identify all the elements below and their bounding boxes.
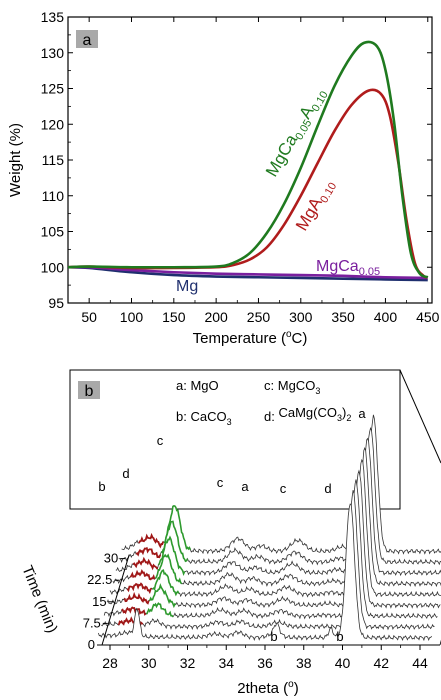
panel-a-ytick-label: 135 <box>41 9 65 25</box>
pattern-fill <box>112 448 441 591</box>
series-line-mgca005 <box>67 265 428 280</box>
panel-b-peak-letters: b d c c a c d a b b <box>98 406 366 644</box>
panel-a-xtick-label: 250 <box>247 309 271 325</box>
peak-letter-c-3: c <box>280 481 287 496</box>
panel-a-xtick-label: 150 <box>162 309 186 325</box>
legend-caco3: b: CaCO3 <box>176 409 232 427</box>
legend-camgco32: d: CaMg(CO3)2 <box>264 405 351 424</box>
xrd-pattern-dolomite-segment <box>126 582 153 595</box>
panel-a-label: a <box>83 32 92 49</box>
panel-b-axes: 28 30 32 34 36 38 40 42 44 0 7.5 15 22.5 30 <box>83 551 441 671</box>
panel-b-time-tick-label: 0 <box>88 637 95 652</box>
pattern-fill <box>118 428 441 570</box>
peak-letter-a-2: a <box>241 479 249 494</box>
panel-a-ytick-label: 95 <box>48 295 64 311</box>
panel-b-legend: a: MgO c: MgCO3 b: CaCO3 d: CaMg(CO3)2 <box>176 378 351 427</box>
peak-letter-c-main: c <box>157 433 164 448</box>
panel-b-xlabel: 2theta (o) <box>237 679 298 697</box>
panel-a-ylabel: Weight (%) <box>7 123 24 197</box>
panel-a-xtick-label: 200 <box>204 309 228 325</box>
panel-b-back-frame <box>69 369 401 510</box>
peak-letter-a-main: a <box>358 406 366 421</box>
peak-letter-c-2: c <box>217 475 224 490</box>
panel-a-xlabel: Temperature (oC) <box>193 329 308 347</box>
panel-a: 50 100 150 200 250 300 350 400 450 95 100 105 110 115… <box>7 9 440 347</box>
panel-b-xtick-label: 42 <box>373 655 389 671</box>
peak-letter-d-top: d <box>122 466 129 481</box>
panel-a-ytick-label: 105 <box>41 224 65 240</box>
panel-b-time-tick-label: 7.5 <box>83 615 101 630</box>
xrd-pattern-dolomite-segment <box>123 591 150 605</box>
xrd-pattern-mgco3-segment <box>163 505 192 551</box>
panel-a-ytick-label: 115 <box>42 152 65 168</box>
annotation-mgca: MgCa0.05 <box>316 258 380 278</box>
peak-letter-b-bottom-2: b <box>336 629 343 644</box>
panel-b-time-axis <box>101 554 130 646</box>
panel-b-xtick-label: 44 <box>412 655 428 671</box>
panel-b-xtick-label: 32 <box>180 655 196 671</box>
annotation-mg: Mg <box>176 278 198 295</box>
legend-mgco3: c: MgCO3 <box>264 378 320 396</box>
xrd-pattern-mgco3-segment <box>154 553 183 585</box>
panel-b-ylabel: Time (min) <box>18 563 60 635</box>
pattern-fill <box>115 438 441 581</box>
panel-b-time-tick-label: 30 <box>104 551 118 566</box>
panel-a-ytick-label: 120 <box>41 116 65 132</box>
xrd-pattern-mgco3-segment <box>146 602 174 618</box>
panel-a-xtick-label: 100 <box>120 309 144 325</box>
panel-b-time-tick-label: 15 <box>92 594 106 609</box>
xrd-pattern-dolomite-segment <box>132 556 159 571</box>
pattern-fill <box>121 414 441 559</box>
panel-b-label: b <box>85 383 94 400</box>
xrd-pattern-mgco3-segment <box>160 520 189 563</box>
panel-b-xtick-label: 36 <box>257 655 273 671</box>
peak-letter-b-top: b <box>98 479 105 494</box>
panel-b: b a: MgO c: MgCO3 b: CaCO3 d: CaMg(CO3)2… <box>18 369 441 697</box>
xrd-pattern <box>101 489 435 631</box>
panel-a-series <box>67 40 429 282</box>
xrd-pattern-mgco3-segment <box>148 583 177 609</box>
xrd-pattern-dolomite-segment <box>129 569 156 581</box>
xrd-pattern-dolomite-segment <box>138 532 165 549</box>
series-line-mg <box>67 265 428 282</box>
series-line-mgca005a010 <box>67 40 429 279</box>
panel-b-label-box <box>78 381 100 399</box>
panel-a-xtick-label: 50 <box>81 309 97 325</box>
panel-b-time-tick-label: 22.5 <box>87 572 112 587</box>
panel-a-ytick-label: 130 <box>41 45 65 61</box>
panel-b-xtick-label: 34 <box>218 655 234 671</box>
panel-b-perspective-line <box>399 369 441 464</box>
panel-b-xtick-label: 30 <box>141 655 157 671</box>
peak-letter-d-2: d <box>324 481 331 496</box>
xrd-pattern-dolomite-segment <box>135 546 162 559</box>
panel-b-xtick-label: 28 <box>102 655 118 671</box>
series-line-mga010 <box>67 88 429 279</box>
panel-b-xtick-label: 40 <box>335 655 351 671</box>
panel-a-ytick-label: 100 <box>41 259 65 275</box>
panel-a-ytick-label: 125 <box>41 81 65 97</box>
panel-a-ytick-label: 110 <box>42 188 65 204</box>
xrd-pattern <box>98 503 432 642</box>
xrd-pattern-mgco3-segment <box>152 569 180 597</box>
legend-mgo: a: MgO <box>176 378 219 393</box>
panel-a-xtick-label: 450 <box>416 309 440 325</box>
panel-a-label-box <box>76 30 98 48</box>
pattern-fill <box>98 504 432 645</box>
panel-a-axes: 50 100 150 200 250 300 350 400 450 95 100 105 110 115… <box>41 9 440 325</box>
panel-a-xtick-label: 350 <box>331 309 355 325</box>
panel-a-xtick-label: 400 <box>374 309 398 325</box>
annotation-mgca-a: MgCa0.05A0.10 <box>262 84 331 181</box>
panel-a-xtick-label: 300 <box>289 309 313 325</box>
panel-b-patterns <box>98 414 441 645</box>
xrd-pattern-dolomite-segment <box>121 606 147 616</box>
annotation-mga: MgA0.10 <box>292 176 339 236</box>
panel-b-xtick-label: 38 <box>296 655 312 671</box>
peak-letter-b-bottom-1: b <box>270 629 277 644</box>
